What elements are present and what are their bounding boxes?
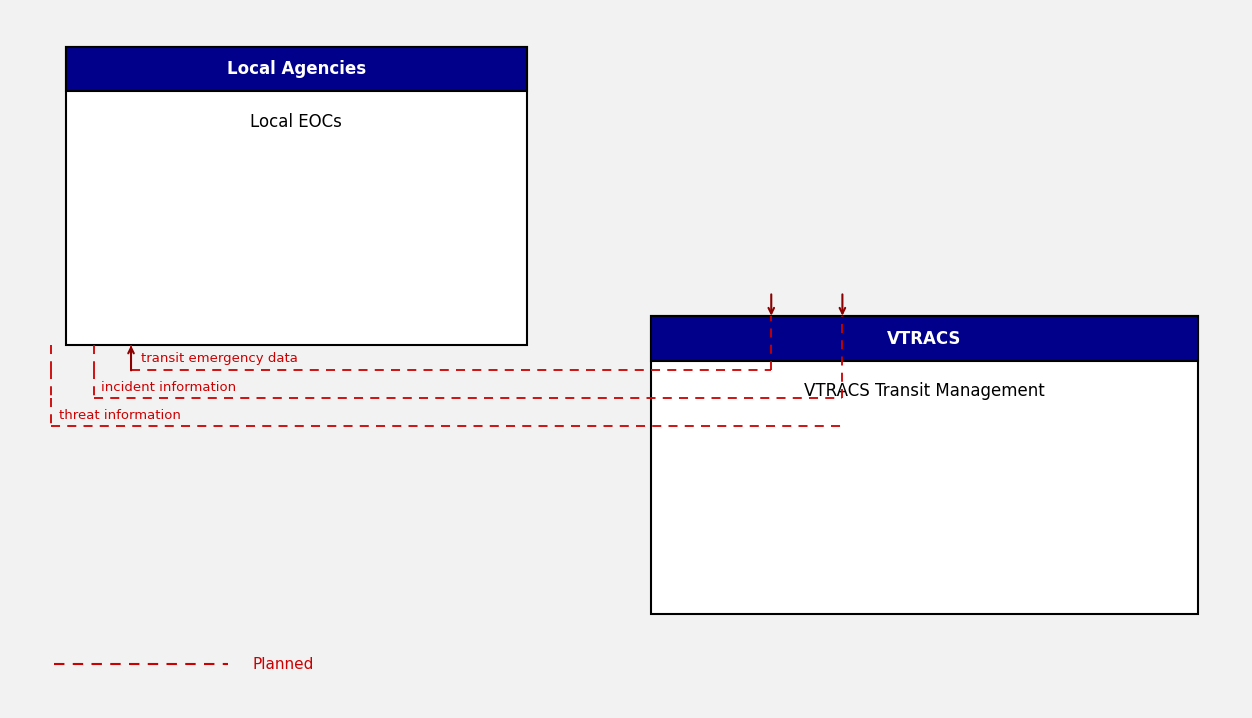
Text: transit emergency data: transit emergency data (141, 353, 298, 365)
Text: incident information: incident information (101, 381, 237, 393)
Text: VTRACS Transit Management: VTRACS Transit Management (804, 383, 1045, 401)
Text: VTRACS: VTRACS (888, 330, 962, 348)
Text: Planned: Planned (253, 657, 314, 671)
Bar (651, 317, 1198, 615)
Bar (651, 317, 1198, 361)
Bar (66, 47, 527, 91)
Text: threat information: threat information (59, 409, 180, 422)
Text: Local Agencies: Local Agencies (227, 60, 366, 78)
Text: Local EOCs: Local EOCs (250, 113, 342, 131)
Bar (66, 47, 527, 345)
